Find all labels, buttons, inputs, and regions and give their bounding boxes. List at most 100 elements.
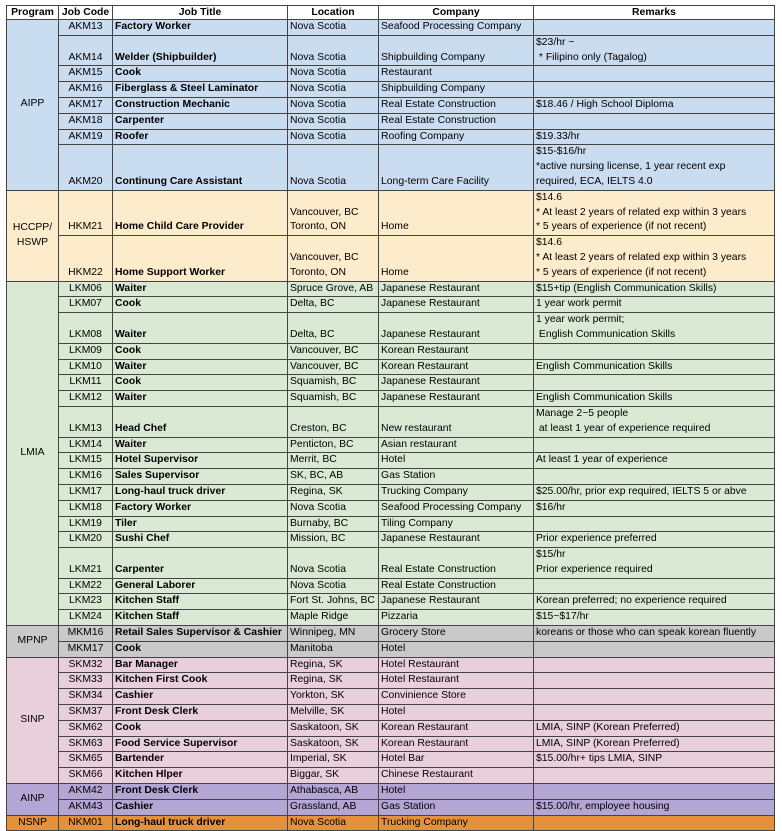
program-cell: SINP <box>6 656 59 785</box>
job-code-cell: LKM13 <box>58 405 113 438</box>
table-row: LKM23 Kitchen Staff Fort St. Johns, BC Japa… <box>6 593 775 611</box>
remarks-cell <box>533 640 775 658</box>
table-row: LKM21 Carpenter Nova Scotia Real Estate Con… <box>6 547 775 579</box>
job-title-cell: Food Service Supervisor <box>112 735 288 753</box>
program-cell: MPNP <box>6 625 59 658</box>
job-title-cell: Long-haul truck driver <box>112 483 288 501</box>
job-code-cell: AKM13 <box>58 19 113 36</box>
job-title-cell: Cook <box>112 719 288 737</box>
remarks-cell <box>533 767 775 785</box>
location-cell: Nova Scotia <box>287 547 379 579</box>
company-cell: Hotel Restaurant <box>378 672 534 690</box>
job-code-cell: LKM23 <box>58 593 113 611</box>
job-title-cell: Kitchen First Cook <box>112 672 288 690</box>
job-title-cell: Carpenter <box>112 112 288 130</box>
table-row: LKM10 Waiter Vancouver, BC Korean Restauran… <box>6 358 775 376</box>
job-title-cell: Waiter <box>112 390 288 407</box>
table-row: SINP SKM32 Bar Manager Regina, SK Hotel Rest… <box>6 656 775 785</box>
location-cell: Athabasca, AB <box>287 783 379 800</box>
location-cell: Nova Scotia <box>287 34 379 67</box>
job-code-cell: MKM17 <box>58 640 113 658</box>
remarks-cell: English Communication Skills <box>533 390 775 407</box>
table-row: SKM63 Food Service Supervisor Saskatoon, S… <box>6 735 775 753</box>
job-title-cell: General Laborer <box>112 577 288 595</box>
program-cell: HCCPP/ HSWP <box>6 189 59 282</box>
job-code-cell: AKM16 <box>58 81 113 98</box>
location-cell: Yorkton, SK <box>287 688 379 706</box>
location-cell: Vancouver, BC Toronto, ON <box>287 235 379 282</box>
table-row: LKM18 Factory Worker Nova Scotia Seafood Pr… <box>6 499 775 517</box>
table-row: LKM16 Sales Supervisor SK, BC, AB Gas Stati… <box>6 468 775 485</box>
job-code-cell: LKM08 <box>58 312 113 344</box>
table-row: MKM17 Cook Manitoba Hotel <box>6 640 775 658</box>
table-row: LMIA LKM06 Waiter Spruce Grove, AB Japanese … <box>6 280 775 627</box>
location-cell: Imperial, SK <box>287 751 379 769</box>
table-row: LKM15 Hotel Supervisor Merrit, BC Hotel At l… <box>6 452 775 470</box>
company-cell: Home <box>378 189 534 237</box>
remarks-cell: 1 year work permit; English Communicatio… <box>533 312 775 344</box>
table-row: LKM17 Long-haul truck driver Regina, SK Tru… <box>6 483 775 501</box>
remarks-cell: $15/hr Prior experience required <box>533 547 775 579</box>
program-cell: NSNP <box>6 814 59 831</box>
job-title-cell: Carpenter <box>112 547 288 579</box>
table-row: NSNP NKM01 Long-haul truck driver Nova Scot… <box>6 814 775 831</box>
company-cell: Hotel <box>378 640 534 658</box>
job-title-cell: Home Child Care Provider <box>112 189 288 237</box>
location-cell: Maple Ridge <box>287 609 379 627</box>
header-job-code: Job Code <box>58 5 113 20</box>
table-row: SKM66 Kitchen Hlper Biggar, SK Chinese Rest… <box>6 767 775 785</box>
company-cell: Pizzaria <box>378 609 534 627</box>
table-row: LKM19 Tiler Burnaby, BC Tiling Company <box>6 515 775 533</box>
remarks-cell: English Communication Skills <box>533 358 775 376</box>
company-cell: Japanese Restaurant <box>378 531 534 549</box>
remarks-cell: $16/hr <box>533 499 775 517</box>
job-title-cell: Waiter <box>112 358 288 376</box>
job-code-cell: LKM20 <box>58 531 113 549</box>
remarks-cell <box>533 112 775 130</box>
table-row: AKM43 Cashier Grassland, AB Gas Station $15.… <box>6 798 775 816</box>
job-title-cell: Waiter <box>112 436 288 454</box>
job-title-cell: Retail Sales Supervisor & Cashier <box>112 625 288 642</box>
table-row: SKM34 Cashier Yorkton, SK Convinience Store <box>6 688 775 706</box>
job-title-cell: Front Desk Clerk <box>112 704 288 721</box>
table-row: HCCPP/ HSWP HKM21 Home Child Care Provider… <box>6 189 775 282</box>
location-cell: Regina, SK <box>287 672 379 690</box>
job-listings-table: Program Job Code Job Title Location Comp… <box>6 5 775 831</box>
table-row: HKM22 Home Support Worker Vancouver, BC To… <box>6 235 775 282</box>
table-row: SKM33 Kitchen First Cook Regina, SK Hotel R… <box>6 672 775 690</box>
company-cell: Seafood Processing Company <box>378 19 534 36</box>
table-row: MPNP MKM16 Retail Sales Supervisor & Cashi… <box>6 625 775 658</box>
company-cell: Trucking Company <box>378 814 534 831</box>
job-title-cell: Factory Worker <box>112 19 288 36</box>
job-code-cell: LKM12 <box>58 390 113 407</box>
remarks-cell: $25.00/hr, prior exp required, IELTS 5 o… <box>533 483 775 501</box>
remarks-cell <box>533 436 775 454</box>
company-cell: Grocery Store <box>378 625 534 642</box>
header-row: Program Job Code Job Title Location Comp… <box>6 5 775 20</box>
location-cell: Burnaby, BC <box>287 515 379 533</box>
table-row: AKM15 Cook Nova Scotia Restaurant <box>6 65 775 83</box>
program-cell: AIPP <box>6 19 59 191</box>
job-title-cell: Sushi Chef <box>112 531 288 549</box>
job-title-cell: Kitchen Staff <box>112 609 288 627</box>
table-row: LKM24 Kitchen Staff Maple Ridge Pizzaria $15… <box>6 609 775 627</box>
job-code-cell: AKM19 <box>58 128 113 146</box>
job-title-cell: Kitchen Staff <box>112 593 288 611</box>
job-code-cell: HKM22 <box>58 235 113 282</box>
job-code-cell: LKM11 <box>58 374 113 392</box>
remarks-cell: Prior experience preferred <box>533 531 775 549</box>
company-cell: Korean Restaurant <box>378 358 534 376</box>
remarks-cell <box>533 374 775 392</box>
header-remarks: Remarks <box>533 5 775 20</box>
job-title-cell: Long-haul truck driver <box>112 814 288 831</box>
remarks-cell: $14.6 * At least 2 years of related exp … <box>533 189 775 237</box>
job-title-cell: Home Support Worker <box>112 235 288 282</box>
company-cell: New restaurant <box>378 405 534 438</box>
job-title-cell: Cook <box>112 65 288 83</box>
table-row: LKM07 Cook Delta, BC Japanese Restaurant 1 y… <box>6 296 775 314</box>
remarks-cell: $23/hr ~ * Filipino only (Tagalog) <box>533 34 775 67</box>
location-cell: Nova Scotia <box>287 499 379 517</box>
job-title-cell: Cook <box>112 374 288 392</box>
remarks-cell <box>533 814 775 831</box>
location-cell: Nova Scotia <box>287 96 379 114</box>
